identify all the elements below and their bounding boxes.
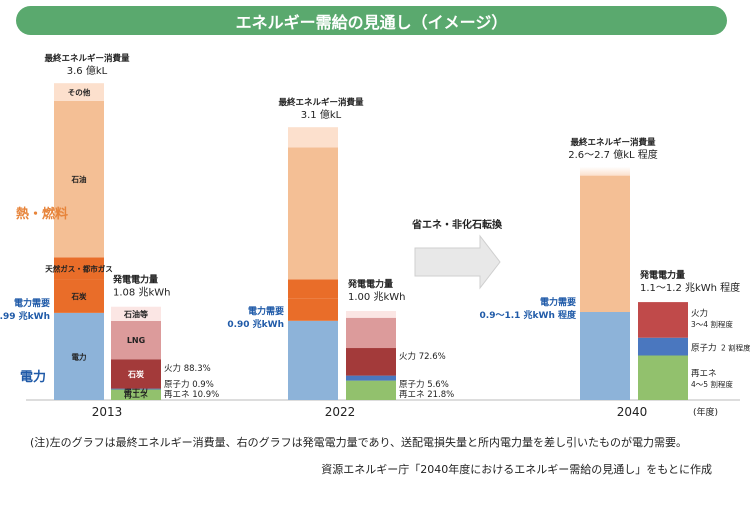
year-2022-label: 2022	[325, 405, 356, 419]
year-2022-consumption-seg-0	[288, 320, 338, 400]
year-2040-demand-value: 0.9～1.1 兆kWh 程度	[480, 309, 577, 321]
year-2040-consumption-total: 2.6～2.7 億kL 程度	[568, 148, 658, 161]
source-credit: 資源エネルギー庁「2040年度におけるエネルギー需給の見通し」をもとに作成	[321, 463, 712, 476]
year-2040-consumption-header: 最終エネルギー消費量	[570, 137, 656, 148]
year-2013-consumption-total: 3.6 億kL	[67, 64, 108, 77]
year-2040-annotation-label-0: 火力	[691, 308, 708, 319]
year-2022-generation-seg-1	[346, 375, 396, 381]
year-2013-generation-seg-3	[111, 320, 161, 360]
year-2013-consumption-label-3: 石油	[71, 174, 87, 184]
year-2040-consumption-seg-0	[580, 312, 630, 400]
year-2022-generation-seg-0	[346, 380, 396, 400]
year-2013-consumption-seg-2	[54, 257, 104, 280]
year-2013-generation-label-1: 原子力	[124, 384, 148, 394]
year-2022-demand-label: 電力需要	[248, 305, 284, 317]
year-2013-generation-total: 1.08 兆kWh	[113, 287, 170, 299]
year-2040-generation-seg-0	[638, 355, 688, 400]
year-2013-generation-seg-2	[111, 359, 161, 389]
year-2013-generation-label-0: 再エネ	[124, 390, 148, 400]
year-2022-consumption-seg-3	[288, 147, 338, 280]
year-2013-consumption-seg-3	[54, 100, 104, 258]
year-2013-annotation-2: 再エネ 10.9%	[164, 390, 219, 400]
year-2022-consumption-seg-1	[288, 298, 338, 321]
footnote: (注)左のグラフは最終エネルギー消費量、右のグラフは発電電力量であり、送配電損失…	[30, 436, 688, 449]
year-2040-demand-label: 電力需要	[540, 296, 576, 308]
year-2013-label: 2013	[92, 405, 123, 419]
year-2022-annotation-1: 原子力 5.6%	[399, 379, 449, 390]
year-2022-consumption-total: 3.1 億kL	[301, 108, 342, 121]
year-2013-generation-header: 発電電力量	[112, 274, 158, 286]
electricity-side-label: 電力	[20, 369, 46, 385]
year-2013-generation-seg-1	[111, 388, 161, 390]
year-2013-consumption-header: 最終エネルギー消費量	[44, 53, 130, 64]
year-2013-demand-value: 0.99 兆kWh	[0, 310, 50, 322]
transition-label: 省エネ・非化石転換	[411, 218, 503, 231]
year-2022-consumption-header: 最終エネルギー消費量	[278, 97, 364, 108]
transition-arrow-icon	[414, 234, 501, 290]
year-2013-consumption-seg-0	[54, 312, 104, 400]
year-2022-generation-header: 発電電力量	[347, 278, 393, 290]
year-2040-label: 2040	[617, 405, 648, 419]
year-2013-consumption-seg-4	[54, 83, 104, 101]
year-2040-annotation-value-2: 4～5 割程度	[691, 379, 733, 389]
year-2013-demand-label: 電力需要	[14, 297, 50, 309]
year-2013-consumption-label-4: その他	[68, 87, 91, 97]
year-2022-generation-seg-3	[346, 317, 396, 349]
page-title: エネルギー需給の見通し（イメージ）	[235, 12, 508, 32]
year-2022-generation-seg-4	[346, 311, 396, 318]
year-2013-consumption-label-0: 電力	[72, 351, 87, 361]
year-2013-generation-seg-0	[111, 389, 161, 400]
year-2013-consumption-label-1: 石炭	[71, 291, 87, 301]
heat-fuel-side-label: 熱・燃料	[16, 206, 68, 222]
year-2040-generation-seg-2	[638, 302, 688, 338]
year-2013-generation-label-3: LNG	[127, 336, 145, 345]
year-2022-consumption-seg-4	[288, 127, 338, 148]
year-2040-generation-seg-1	[638, 337, 688, 356]
year-2013-annotation-1: 原子力 0.9%	[164, 379, 214, 390]
year-2013-generation-label-4: 石油等	[123, 309, 148, 319]
year-2013-consumption-seg-1	[54, 279, 104, 313]
year-2022-annotation-2: 再エネ 21.8%	[399, 390, 454, 400]
page-title-banner: エネルギー需給の見通し（イメージ）	[16, 6, 727, 35]
year-2040-generation-header: 発電電力量	[639, 269, 685, 281]
year-2040-annotation-label-2: 再エネ	[691, 369, 717, 379]
year-2022-generation-total: 1.00 兆kWh	[348, 291, 405, 303]
year-2022-generation-seg-2	[346, 348, 396, 376]
year-2040-consumption-seg-2	[580, 166, 630, 176]
year-2013-generation-seg-4	[111, 306, 161, 321]
year-2013-generation-label-2: 石炭	[127, 369, 144, 379]
year-2022-demand-value: 0.90 兆kWh	[227, 318, 284, 330]
year-2022-consumption-seg-2	[288, 279, 338, 299]
x-unit-label: (年度)	[693, 406, 718, 418]
year-2040-annotation-value-0: 3～4 割程度	[691, 319, 733, 329]
year-2040-generation-total: 1.1～1.2 兆kWh 程度	[640, 281, 740, 294]
year-2013-consumption-label-2: 天然ガス・都市ガス	[45, 263, 113, 273]
year-2022-annotation-0: 火力 72.6%	[399, 351, 446, 362]
year-2040-annotation-label-1: 原子力	[691, 343, 717, 354]
year-2013-annotation-0: 火力 88.3%	[164, 363, 211, 374]
year-2040-consumption-seg-1	[580, 175, 630, 312]
year-2040-annotation-value-1: 2 割程度	[721, 343, 750, 353]
